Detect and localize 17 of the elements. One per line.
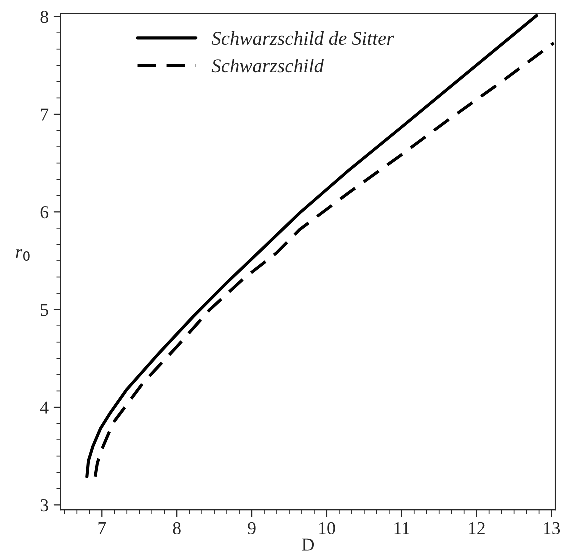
legend-label: Schwarzschild de Sitter (212, 31, 394, 46)
x-tick-label: 13 (544, 522, 560, 535)
x-tick-label: 10 (320, 522, 336, 535)
y-tick-label: 7 (41, 108, 49, 121)
x-tick-label: 12 (469, 522, 485, 534)
y-tick-label: 6 (40, 206, 49, 219)
x-tick-label: 8 (173, 522, 181, 535)
x-axis-title: D (302, 538, 314, 551)
y-tick-label: 5 (41, 304, 48, 316)
x-tick-label: 11 (394, 522, 410, 534)
legend-label: Schwarzschild (212, 58, 324, 73)
y-tick-label: 8 (40, 11, 48, 24)
y-axis-title: r$_{0}$ (16, 249, 30, 262)
y-tick-label: 3 (40, 499, 48, 512)
x-tick-label: 9 (248, 522, 256, 535)
x-tick-label: 7 (98, 522, 106, 534)
y-tick-label: 4 (40, 402, 49, 414)
